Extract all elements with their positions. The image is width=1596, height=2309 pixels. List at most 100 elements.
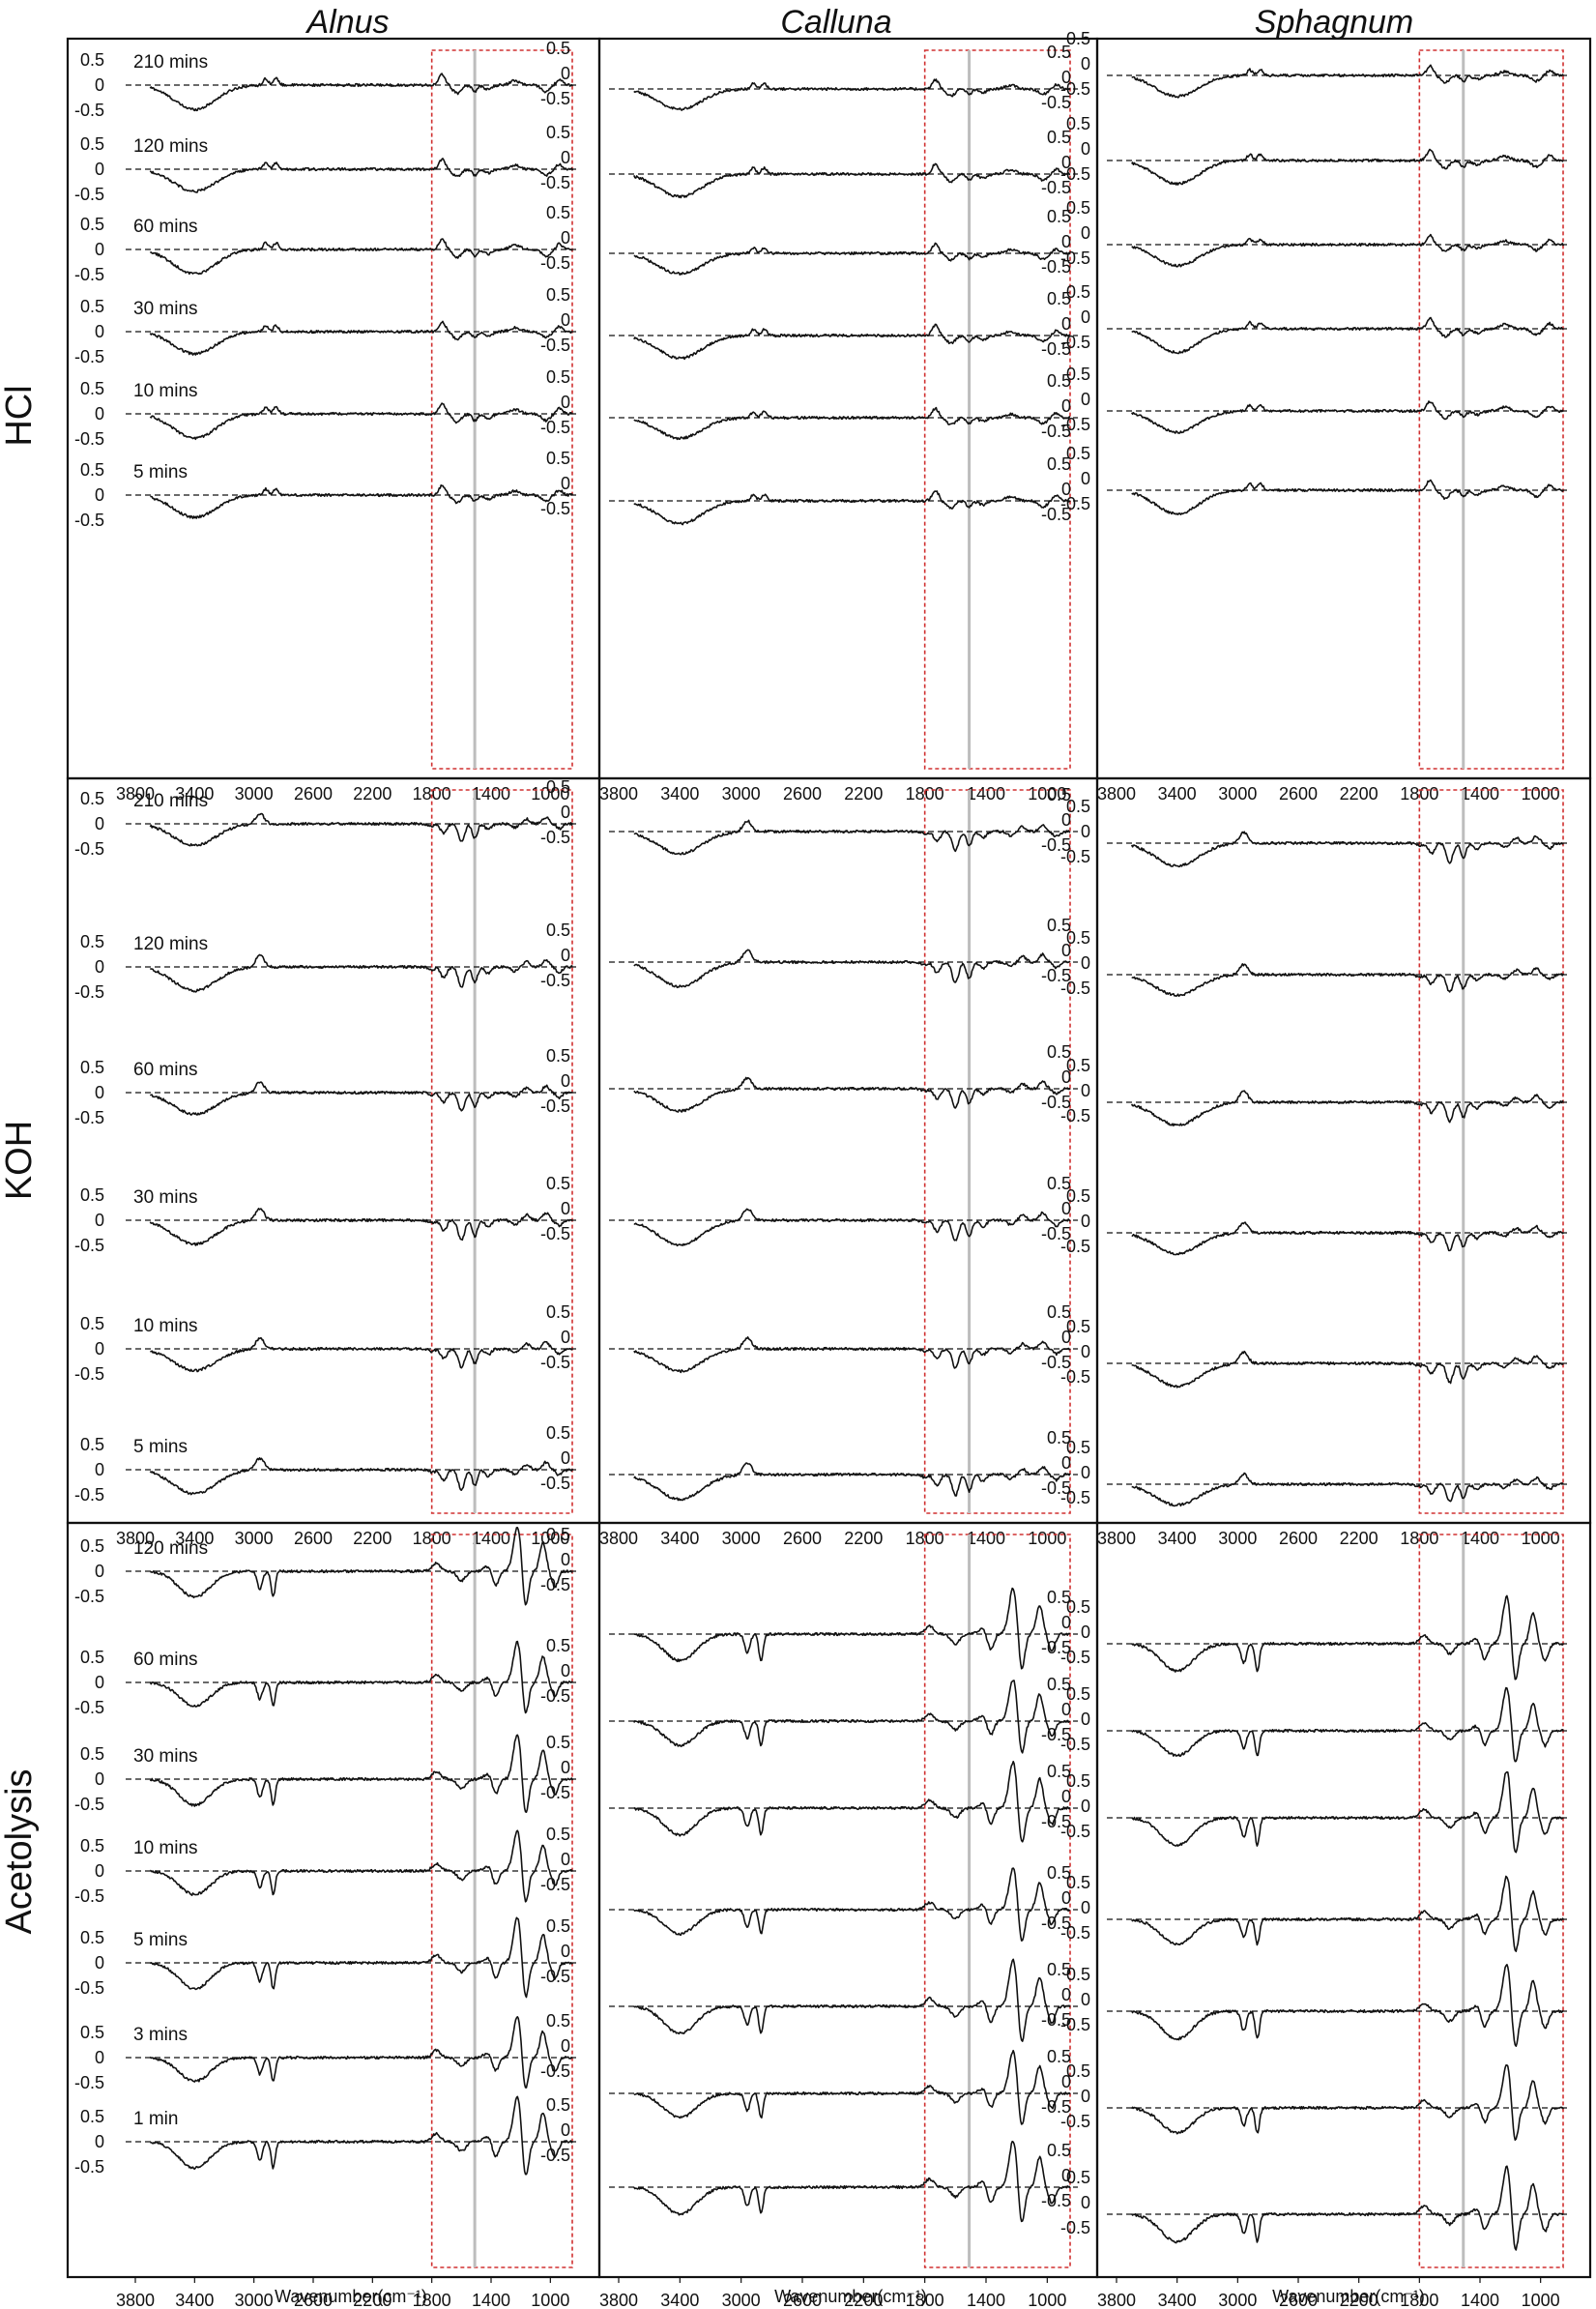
y-tick-label: 0.5: [546, 1423, 570, 1443]
trace-group: 10 mins 0.5 0 -0.5 0.5 0 -0.5: [74, 1825, 580, 1906]
highlight-band: [923, 1534, 1071, 2268]
x-tick-label: 3800: [1097, 2291, 1136, 2309]
panel-koh-sphagnum: 0.50-0.50.50-0.50.50-0.50.50-0.50.50-0.5…: [1060, 776, 1592, 1548]
panel-grid: 210 mins 0.5 0 -0.5 0.5 0 -0.5 120 mins 0.5 0 -0.5…: [66, 29, 1592, 2309]
y-tick-label: -0.5: [1041, 1812, 1071, 1831]
spectrum-line: [149, 2016, 573, 2089]
y-tick-label: 0: [561, 2036, 570, 2056]
x-tick-label: 2200: [1340, 1529, 1378, 1548]
y-tick-label: 0: [561, 228, 570, 248]
y-tick-label: -0.5: [1041, 339, 1071, 359]
spectrum-line: [1131, 233, 1564, 268]
y-tick-label: -0.5: [540, 971, 570, 990]
spectrum-line: [149, 73, 573, 112]
y-tick-label: 0.5: [546, 39, 570, 58]
x-tick-label: 1800: [906, 1529, 944, 1548]
spectrum-line: [633, 242, 1071, 276]
trace-group: 30 mins 0.5 0 -0.5 0.5 0 -0.5: [74, 1733, 580, 1814]
time-label: 10 mins: [133, 381, 198, 401]
trace-group: 0.50-0.5: [609, 371, 1078, 441]
y-tick-label: 0.5: [1047, 1588, 1071, 1607]
y-tick-label: 0: [561, 946, 570, 965]
trace-group: 0.50-0.5: [609, 785, 1078, 856]
trace-group: 0.50-0.5: [609, 2047, 1078, 2125]
panel-acetolysis-sphagnum: 0.50-0.50.50-0.50.50-0.50.50-0.50.50-0.5…: [1060, 1521, 1592, 2309]
y-tick-label: 0: [1061, 480, 1071, 499]
trace-group: 0.50-0.5: [609, 1174, 1078, 1247]
time-label: 60 mins: [133, 217, 198, 237]
spectrum-line: [1131, 1350, 1564, 1388]
x-axis-label-sphagnum: Wavenumber(cm⁻¹): [1272, 2287, 1425, 2306]
y-tick-label: 0: [561, 474, 570, 493]
y-tick-label: 0: [561, 64, 570, 83]
y-tick-label: 0.5: [80, 789, 104, 808]
trace-group: 0.50-0.5: [609, 1428, 1078, 1502]
time-label: 5 mins: [133, 1930, 188, 1950]
x-tick-label: 3400: [1158, 1529, 1197, 1548]
spectrum-line: [1131, 479, 1564, 515]
y-tick-label: 0.5: [546, 203, 570, 222]
y-tick-label: 0: [1061, 1199, 1071, 1218]
trace-group: 10 mins 0.5 0 -0.5 0.5 0 -0.5: [74, 367, 580, 449]
y-tick-label: -0.5: [1041, 1914, 1071, 1933]
panel-hcl-alnus: 210 mins 0.5 0 -0.5 0.5 0 -0.5 120 mins 0.5 0 -0.5…: [66, 37, 601, 804]
panel-frame: [597, 1521, 1099, 2279]
y-tick-label: -0.5: [1060, 79, 1090, 99]
y-tick-label: -0.5: [540, 89, 570, 108]
spectrum-line: [633, 162, 1071, 199]
highlight-band: [1418, 789, 1564, 1514]
trace-group: 120 mins 0.5 0 -0.5 0.5 0 -0.5: [74, 1525, 580, 1606]
y-tick-label: -0.5: [74, 2073, 104, 2092]
trace-group: 0.50-0.5: [609, 454, 1078, 526]
y-tick-label: 0.5: [80, 1314, 104, 1333]
y-tick-label: -0.5: [1060, 979, 1090, 998]
x-tick-label: 3000: [235, 784, 274, 804]
x-tick-label: 3000: [1218, 2291, 1257, 2309]
y-tick-label: 0: [95, 814, 104, 833]
time-label: 30 mins: [133, 1187, 198, 1208]
x-tick-label: 3400: [660, 1529, 699, 1548]
y-tick-label: 0.5: [1047, 916, 1071, 935]
y-tick-label: 0: [1081, 822, 1090, 841]
row-title-hcl: HCl: [0, 385, 40, 446]
spectrum-line: [1131, 2165, 1564, 2251]
y-tick-label: 0: [561, 1850, 570, 1869]
trace-group: 0.50-0.5: [609, 1587, 1078, 1670]
x-tick-label: 1800: [413, 784, 451, 804]
species-column-titles: Alnus Calluna Sphagnum: [305, 4, 1413, 41]
y-tick-label: 0: [1081, 1622, 1090, 1642]
spectrum-line: [633, 1587, 1071, 1670]
y-tick-label: -0.5: [1060, 1488, 1090, 1507]
y-tick-label: -0.5: [1041, 2097, 1071, 2117]
panel-frame: [66, 776, 601, 1525]
time-label: 60 mins: [133, 1650, 198, 1670]
spectrum-line: [1131, 1686, 1564, 1763]
y-tick-label: 0: [1081, 307, 1090, 327]
y-tick-label: 0: [1081, 1463, 1090, 1482]
panel-frame: [1095, 37, 1592, 780]
y-tick-label: 0.5: [546, 1636, 570, 1655]
spectrum-line: [149, 1829, 573, 1903]
y-tick-label: 0.5: [80, 1185, 104, 1205]
x-tick-label: 1000: [1028, 2291, 1066, 2309]
x-tick-label: 1400: [1461, 2291, 1499, 2309]
y-tick-label: 0.5: [80, 1058, 104, 1077]
y-tick-label: -0.5: [74, 1587, 104, 1606]
y-tick-label: -0.5: [74, 1886, 104, 1906]
panel-frame: [66, 1521, 601, 2279]
y-tick-label: 0: [95, 1211, 104, 1230]
y-tick-label: 0.5: [1047, 1863, 1071, 1883]
trace-group: 0.50-0.5: [609, 1675, 1078, 1754]
y-tick-label: -0.5: [74, 347, 104, 366]
x-tick-label: 1800: [1400, 784, 1438, 804]
y-tick-label: -0.5: [540, 1353, 570, 1372]
y-tick-label: -0.5: [1041, 422, 1071, 441]
trace-group: 3 mins 0.5 0 -0.5 0.5 0 -0.5: [74, 2011, 580, 2092]
trace-group: 0.50-0.5: [1060, 365, 1571, 434]
spectrum-line: [633, 1958, 1071, 2042]
x-tick-label: 1000: [1522, 784, 1560, 804]
spectrum-line: [1131, 1594, 1564, 1681]
y-tick-label: 0: [561, 2120, 570, 2140]
spectrum-line: [1131, 1770, 1564, 1854]
y-tick-label: -0.5: [1060, 1237, 1090, 1256]
